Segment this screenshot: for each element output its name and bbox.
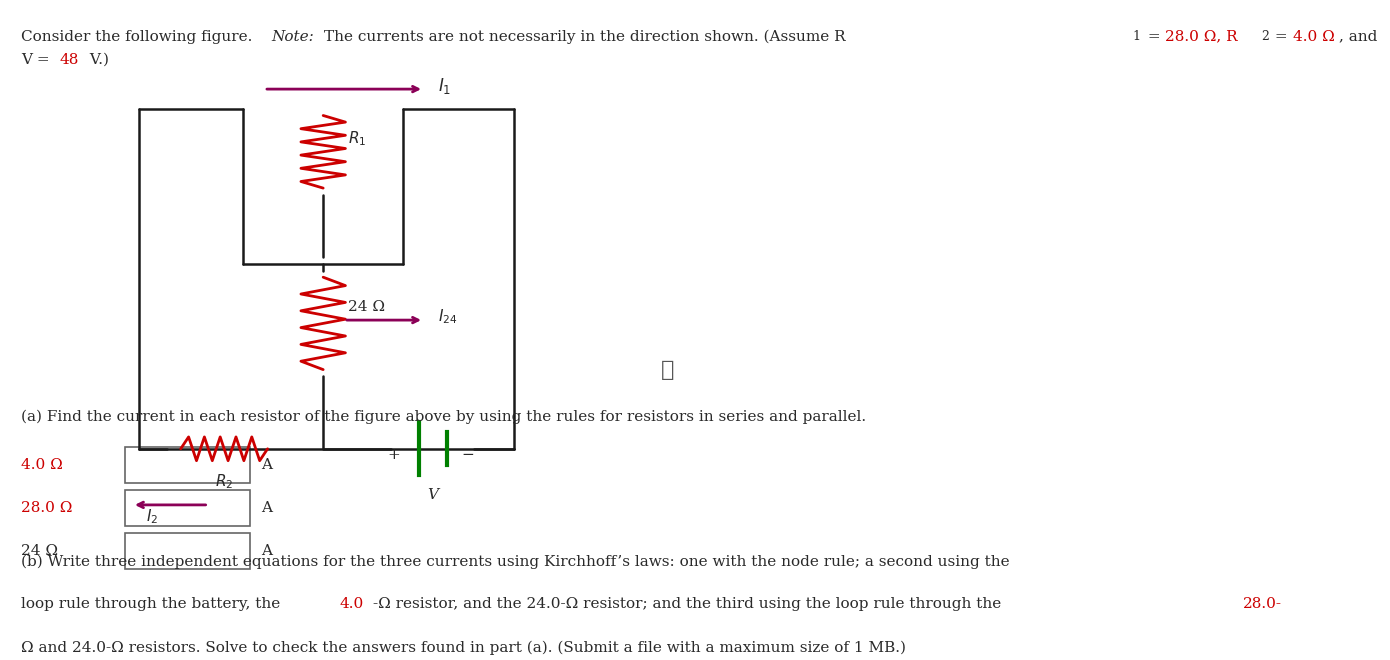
Text: 1: 1 <box>1133 30 1141 43</box>
Text: 24 Ω: 24 Ω <box>348 300 385 314</box>
Text: The currents are not necessarily in the direction shown. (Assume R: The currents are not necessarily in the … <box>324 30 845 44</box>
Text: 28.0 Ω: 28.0 Ω <box>21 501 72 515</box>
Text: (a) Find the current in each resistor of the figure above by using the rules for: (a) Find the current in each resistor of… <box>21 409 866 424</box>
Text: -Ω resistor, and the 24.0-Ω resistor; and the third using the loop rule through : -Ω resistor, and the 24.0-Ω resistor; an… <box>373 597 1005 611</box>
Text: loop rule through the battery, the: loop rule through the battery, the <box>21 597 285 611</box>
Text: $I_1$: $I_1$ <box>438 76 452 96</box>
FancyBboxPatch shape <box>125 533 250 569</box>
Text: Ω and 24.0-Ω resistors. Solve to check the answers found in part (a). (Submit a : Ω and 24.0-Ω resistors. Solve to check t… <box>21 640 906 655</box>
Text: A: A <box>261 458 272 473</box>
Text: V =: V = <box>21 53 54 67</box>
Text: $R_2$: $R_2$ <box>215 473 234 491</box>
Text: +: + <box>388 448 400 463</box>
Text: A: A <box>261 544 272 558</box>
Text: −: − <box>461 448 474 463</box>
Text: $R_1$: $R_1$ <box>348 129 367 148</box>
Text: Consider the following figure.: Consider the following figure. <box>21 30 257 44</box>
FancyBboxPatch shape <box>125 490 250 527</box>
Text: Note:: Note: <box>271 30 318 44</box>
Text: $I_2$: $I_2$ <box>146 508 158 526</box>
Text: 28.0-: 28.0- <box>1244 597 1283 611</box>
Text: 28.0 Ω, R: 28.0 Ω, R <box>1165 30 1237 44</box>
Text: 24 Ω: 24 Ω <box>21 544 58 558</box>
Text: V.): V.) <box>85 53 108 67</box>
Text: , and: , and <box>1339 30 1377 44</box>
Text: 4.0 Ω: 4.0 Ω <box>21 458 63 473</box>
Text: A: A <box>261 501 272 515</box>
Text: 48: 48 <box>60 53 79 67</box>
FancyBboxPatch shape <box>125 447 250 483</box>
Text: ⓘ: ⓘ <box>660 360 674 380</box>
Text: (b) Write three independent equations for the three currents using Kirchhoff’s l: (b) Write three independent equations fo… <box>21 554 1009 569</box>
Text: =: = <box>1143 30 1165 44</box>
Text: V: V <box>427 488 438 502</box>
Text: 2: 2 <box>1261 30 1269 43</box>
Text: $I_{24}$: $I_{24}$ <box>438 308 457 326</box>
Text: =: = <box>1270 30 1293 44</box>
Text: 4.0 Ω: 4.0 Ω <box>1293 30 1334 44</box>
Text: 4.0: 4.0 <box>341 597 364 611</box>
